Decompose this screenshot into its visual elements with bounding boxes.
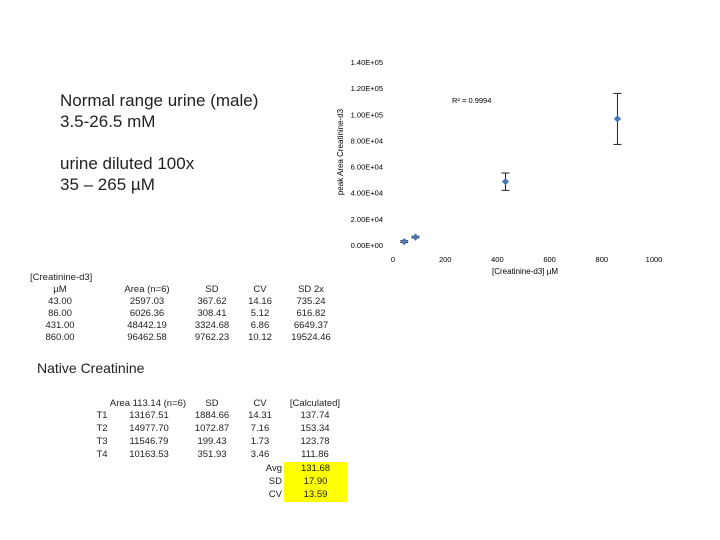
t2-cell: 10163.53 [129, 449, 169, 460]
t2-row-label: T3 [96, 436, 108, 447]
x-tick-label: 600 [543, 255, 556, 264]
t2-cell: 14977.70 [129, 423, 169, 434]
x-axis-ticks: 0 200 400 600 800 1000 [391, 255, 662, 264]
summary-label: CV [268, 489, 282, 500]
y-axis-label: peak Area Creatinine-d3 [336, 108, 345, 195]
note-normal-range: Normal range urine (male) 3.5-26.5 mM [60, 90, 258, 132]
t2-header-area: Area 113.14 (n=6) [109, 398, 187, 409]
t1-cell: 6026.36 [129, 308, 165, 319]
t2-cell: 199.43 [197, 436, 227, 447]
t1-header-sd: SD [205, 284, 219, 295]
summary-value: 131.68 [300, 463, 331, 474]
y-tick-label: 2.00E+04 [351, 215, 383, 224]
t1-header-conc: [Creatinine-d3] µM [30, 272, 93, 296]
t1-cell: 9762.23 [194, 332, 230, 343]
x-tick-label: 400 [491, 255, 504, 264]
t1-header-area: Area (n=6) [124, 284, 170, 295]
y-tick-label: 0.00E+00 [351, 241, 383, 250]
summary-highlight [284, 462, 347, 502]
t2-cell: 11546.79 [129, 436, 169, 447]
t1-cell: 735.24 [296, 296, 326, 307]
t1-cell: 96462.58 [127, 332, 167, 343]
t2-cell: 14.31 [248, 410, 272, 421]
t1-cell: 616.82 [296, 308, 326, 319]
y-tick-label: 1.00E+05 [351, 110, 383, 119]
data-point [501, 178, 510, 186]
t2-cell: 3.46 [250, 449, 270, 460]
t2-header-sd: SD [205, 398, 219, 409]
t1-header-conc-line2: µM [53, 284, 67, 295]
x-axis-label: [Creatinine-d3] µM [492, 267, 558, 276]
t1-header-conc-line1: [Creatinine-d3] [30, 272, 93, 283]
x-tick-label: 0 [391, 255, 395, 264]
y-tick-label: 6.00E+04 [351, 163, 383, 172]
y-tick-label: 1.40E+05 [351, 58, 383, 67]
note-line-4: 35 – 265 µM [60, 175, 155, 194]
t2-cell: 7.16 [250, 423, 270, 434]
x-tick-label: 200 [439, 255, 452, 264]
r-squared-annotation: R² = 0.9994 [452, 96, 491, 105]
t1-cell: 3324.68 [194, 320, 230, 331]
t2-cell: 1.73 [250, 436, 270, 447]
t1-cell: 48442.19 [127, 320, 167, 331]
y-tick-label: 8.00E+04 [351, 136, 383, 145]
data-point [400, 238, 408, 246]
t1-cell: 10.12 [248, 332, 272, 343]
t1-cell: 2597.03 [129, 296, 165, 307]
t1-cell: 14.16 [248, 296, 272, 307]
calibration-chart: 0.00E+00 2.00E+04 4.00E+04 6.00E+04 8.00E+04… [336, 58, 662, 276]
note-line-1: Normal range urine (male) [60, 91, 259, 110]
data-point [411, 233, 420, 241]
t1-cell: 308.41 [197, 308, 227, 319]
x-tick-label: 1000 [646, 255, 663, 264]
t1-cell: 367.62 [197, 296, 227, 307]
summary-value: 17.90 [303, 476, 328, 487]
t2-header-calculated: [Calculated] [289, 398, 341, 409]
t1-cell: 6.86 [250, 320, 270, 331]
x-tick-label: 800 [596, 255, 609, 264]
t2-row-label: T2 [96, 423, 108, 434]
calibration-table: [Creatinine-d3] µM Area (n=6) SD CV SD 2… [30, 272, 331, 343]
section-title: Native Creatinine [37, 360, 145, 376]
t1-cell: 6649.37 [293, 320, 329, 331]
t2-cell: 351.93 [197, 449, 227, 460]
y-axis-ticks: 0.00E+00 2.00E+04 4.00E+04 6.00E+04 8.00E+04… [351, 58, 383, 250]
t2-row-label: T4 [96, 449, 108, 460]
note-dilution: urine diluted 100x 35 – 265 µM [60, 153, 194, 195]
t1-cell: 431.00 [45, 320, 75, 331]
t2-row-label: T1 [96, 410, 108, 421]
note-line-3: urine diluted 100x [60, 154, 195, 173]
y-tick-label: 4.00E+04 [351, 189, 383, 198]
summary-label: Avg [265, 463, 282, 474]
t2-cell: 123.78 [300, 436, 330, 447]
t1-cell: 86.00 [48, 308, 72, 319]
data-points [400, 115, 622, 246]
summary-value: 13.59 [303, 489, 328, 500]
t1-cell: 43.00 [48, 296, 72, 307]
t1-cell: 19524.46 [291, 332, 331, 343]
t2-cell: 137.74 [300, 410, 330, 421]
t1-cell: 5.12 [250, 308, 270, 319]
t2-cell: 111.86 [301, 449, 329, 460]
t2-cell: 1884.66 [194, 410, 230, 421]
note-line-2: 3.5-26.5 mM [60, 112, 156, 131]
data-point [613, 115, 622, 123]
t1-header-sd2x: SD 2x [298, 284, 324, 295]
t1-header-cv: CV [253, 284, 267, 295]
y-tick-label: 1.20E+05 [351, 84, 383, 93]
t2-cell: 153.34 [300, 423, 330, 434]
t2-header-cv: CV [253, 398, 267, 409]
t2-cell: 13167.51 [129, 410, 169, 421]
t1-cell: 860.00 [45, 332, 75, 343]
summary-label: SD [268, 476, 282, 487]
t2-cell: 1072.87 [194, 423, 230, 434]
